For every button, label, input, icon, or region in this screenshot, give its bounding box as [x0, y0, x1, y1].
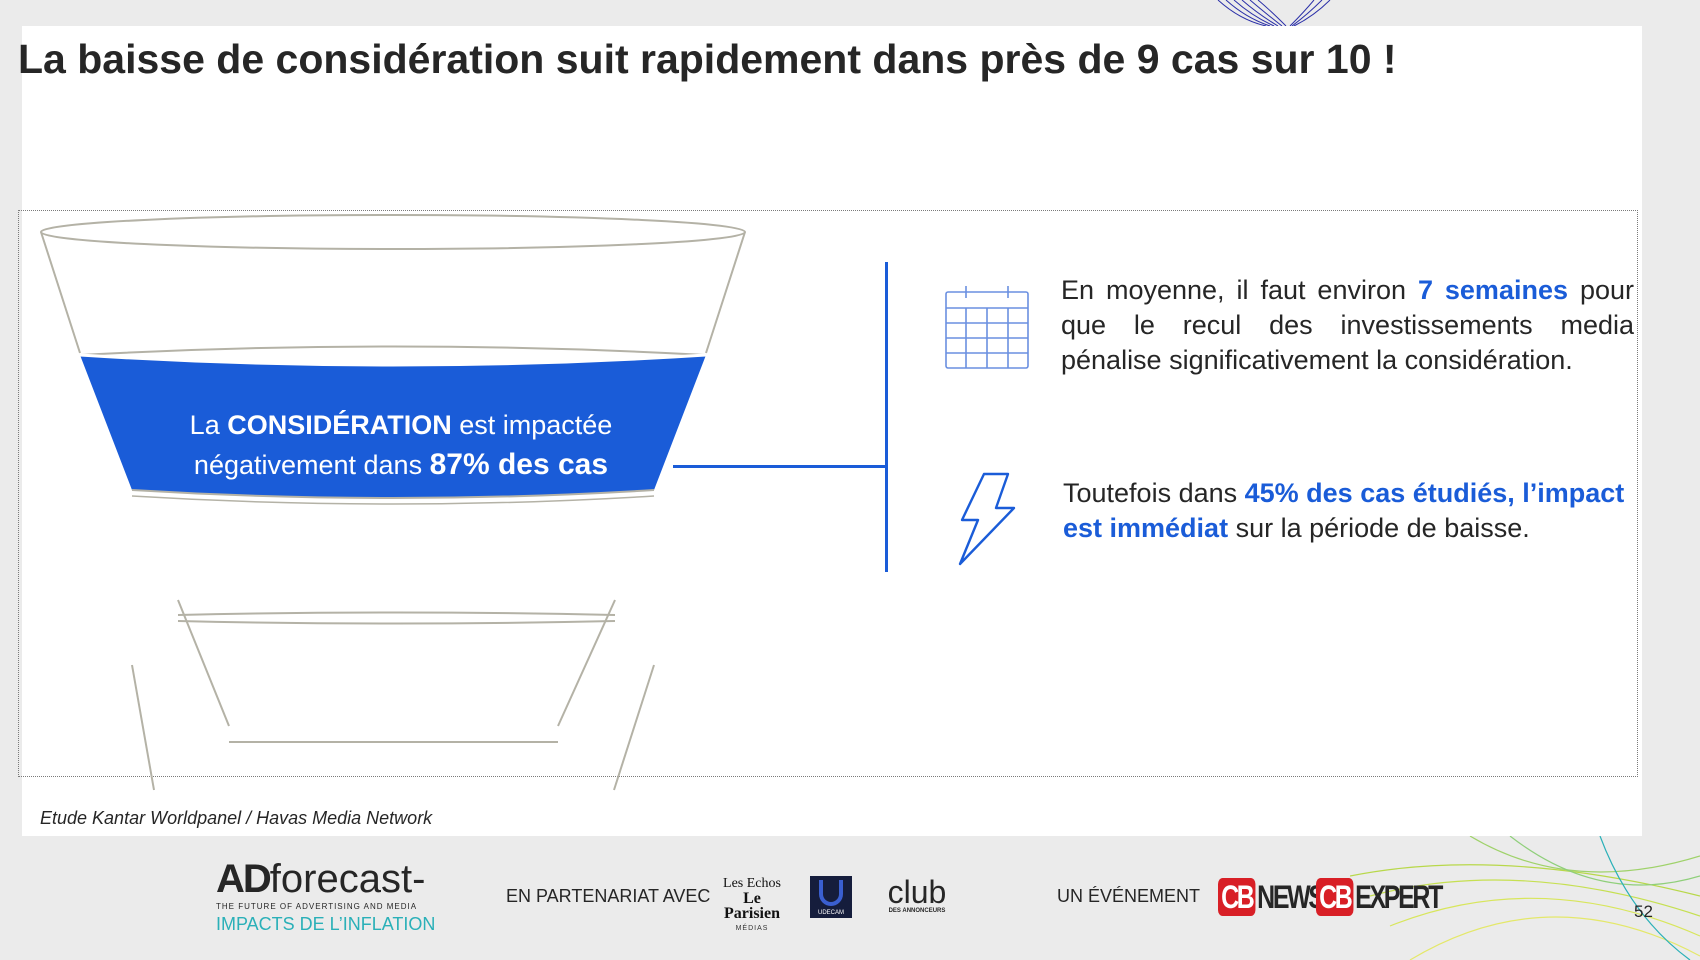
club-subtext: DES ANNONCEURS [888, 908, 946, 914]
funnel-highlight-text: La CONSIDÉRATION est impactée négativeme… [96, 406, 706, 485]
adforecast-ad: AD [216, 857, 272, 901]
udecam-text: UDECAM [817, 910, 844, 916]
cbnews-mark: CB [1218, 878, 1256, 916]
funnel-text-line2: négativement dans 87% des cas [96, 445, 706, 485]
funnel-line2-prefix: négativement dans [193, 450, 430, 480]
decorative-lines-top [1217, 0, 1331, 26]
funnel-line1-emphasis: CONSIDÉRATION [227, 410, 452, 440]
funnel-text-line1: La CONSIDÉRATION est impactée [96, 406, 706, 445]
content-frame [18, 210, 1638, 777]
leparisien-text: Le Parisien [724, 890, 780, 922]
insight-immediate-highlight: 45% des cas étudiés, l’impact est immédi… [1063, 478, 1625, 543]
funnel-diagram [40, 214, 746, 791]
connector-vertical [885, 262, 888, 572]
adforecast-subtitle: IMPACTS DE L’INFLATION [216, 914, 436, 934]
insight-weeks-highlight: 7 semaines [1417, 275, 1568, 305]
insight-immediate-text: Toutefois dans 45% des cas étudiés, l’im… [1063, 476, 1663, 546]
funnel-outline [40, 231, 746, 791]
club-text: club [887, 874, 947, 910]
udecam-logo: UDECAM [810, 876, 852, 918]
event-label: UN ÉVÉNEMENT [1057, 886, 1201, 906]
funnel-highlight-band [80, 355, 706, 498]
lesechos-leparisien-logo: Les Echos Le Parisien MÉDIAS [720, 876, 784, 936]
calendar-icon [945, 286, 1029, 369]
decorative-lines-bottom [1350, 836, 1700, 960]
cbexpert-mark: CB [1316, 878, 1354, 916]
cbexpert-logo: CB EXPERT [1316, 878, 1443, 916]
adforecast-tagline: THE FUTURE OF ADVERTISING AND MEDIA [216, 902, 418, 911]
insight-immediate-prefix: Toutefois dans [1063, 478, 1245, 508]
source-note: Etude Kantar Worldpanel / Havas Media Ne… [40, 808, 433, 828]
funnel-line2-emphasis: 87% des cas [429, 448, 609, 481]
lesechos-text: Les Echos [723, 876, 781, 891]
adforecast-logo: ADforecast- THE FUTURE OF ADVERTISING AN… [216, 858, 436, 935]
insight-immediate-suffix: sur la période de baisse. [1228, 513, 1530, 543]
club-annonceurs-logo: club DES ANNONCEURS [882, 876, 952, 914]
cbexpert-text: EXPERT [1355, 879, 1443, 915]
lightning-bolt-icon [958, 472, 1016, 566]
medias-text: MÉDIAS [735, 925, 769, 932]
insight-weeks-prefix: En moyenne, il faut environ [1061, 275, 1418, 305]
insight-weeks-text: En moyenne, il faut environ 7 semaines p… [1061, 273, 1634, 378]
udecam-u-mark [819, 880, 843, 906]
funnel-rim-top [40, 214, 746, 250]
funnel-line1-prefix: La [189, 410, 228, 440]
adforecast-wordmark: ADforecast- [216, 858, 436, 900]
insight-weeks-suffix: pour que le recul des investissements me… [1061, 275, 1634, 375]
cbnews-text: NEWS [1257, 879, 1325, 915]
funnel-line1-suffix: est impactée [451, 410, 613, 440]
page-number: 52 [1634, 902, 1653, 921]
adforecast-forecast: forecast- [269, 857, 426, 901]
slide-title: La baisse de considération suit rapideme… [18, 36, 1397, 82]
connector-horizontal [673, 465, 888, 468]
cbnews-logo: CB NEWS [1218, 878, 1325, 916]
partner-label: EN PARTENARIAT AVEC [506, 886, 711, 906]
